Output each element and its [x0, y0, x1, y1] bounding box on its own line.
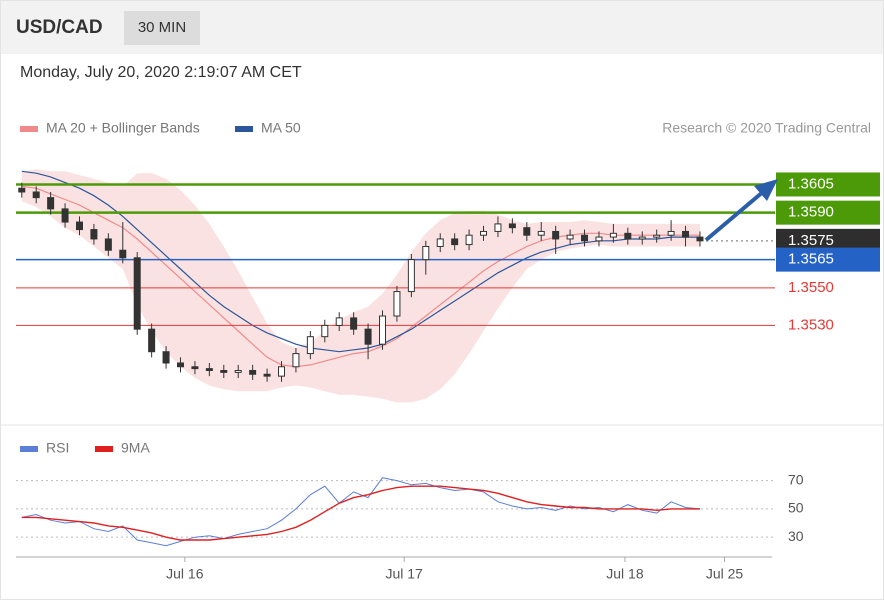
candle-body	[508, 223, 516, 229]
candle-body	[18, 187, 26, 193]
candle-body	[566, 234, 574, 240]
candle-body	[191, 366, 199, 370]
candle-body	[176, 362, 184, 368]
level-box	[776, 172, 880, 197]
candle-body	[552, 230, 560, 240]
candle-body	[364, 328, 372, 345]
candle-body	[278, 366, 286, 377]
candle-body	[220, 370, 228, 373]
timestamp: Monday, July 20, 2020 2:19:07 AM CET	[20, 64, 302, 81]
candle-body	[537, 230, 545, 236]
y-tick-label: 30	[788, 528, 804, 544]
series-line	[21, 485, 700, 541]
candle-body	[595, 236, 603, 242]
candle-body	[205, 368, 213, 372]
arrow-head	[754, 179, 778, 201]
candle-body	[321, 324, 329, 338]
candle-body	[119, 249, 127, 259]
candle-body	[696, 236, 704, 242]
legend-swatch	[95, 446, 113, 452]
candle-body	[234, 370, 242, 373]
x-tick-label: Jul 17	[385, 566, 423, 582]
candle-body	[148, 328, 156, 353]
candle-body	[162, 351, 170, 364]
legend-label: RSI	[46, 440, 69, 456]
level-box	[776, 247, 880, 272]
x-tick-label: Jul 25	[706, 566, 744, 582]
candle-body	[75, 221, 83, 231]
candle-body	[624, 232, 632, 240]
level-label: 1.3575	[788, 232, 834, 249]
interval-button[interactable]	[124, 11, 200, 45]
interval[interactable]: 30 MIN	[138, 19, 186, 36]
ma-line	[21, 185, 700, 368]
candle-body	[523, 227, 531, 236]
level-label: 1.3550	[788, 279, 834, 296]
candle-body	[682, 230, 690, 238]
candle-body	[133, 257, 141, 330]
arrow-shaft	[704, 189, 766, 242]
ma-line	[21, 170, 700, 353]
legend-swatch	[20, 446, 38, 452]
candle-body	[422, 245, 430, 261]
candle-body	[581, 234, 589, 242]
candle-body	[249, 370, 257, 375]
legend-swatch	[20, 126, 38, 132]
level-label: 1.3530	[788, 316, 834, 333]
candle-body	[306, 336, 314, 355]
candle-body	[653, 234, 661, 238]
candle-body	[32, 191, 40, 199]
y-tick-label: 50	[788, 500, 804, 516]
candle-body	[407, 259, 415, 293]
candle-body	[104, 238, 112, 251]
level-label: 1.3605	[788, 175, 834, 192]
candle-body	[47, 197, 55, 210]
y-tick-label: 70	[788, 471, 804, 487]
legend-swatch	[235, 126, 253, 132]
candle-body	[494, 223, 502, 232]
level-label: 1.3590	[788, 204, 834, 221]
candle-body	[465, 234, 473, 246]
forecast-arrow	[704, 179, 778, 242]
candle-body	[379, 315, 387, 345]
credit: Research © 2020 Trading Central	[662, 120, 871, 136]
x-tick-label: Jul 16	[166, 566, 204, 582]
series-line	[21, 477, 701, 547]
candle-body	[667, 230, 675, 236]
candle-body	[350, 317, 358, 330]
x-tick-label: Jul 18	[606, 566, 644, 582]
candle-body	[638, 236, 646, 240]
candle-body	[480, 230, 488, 236]
candle-body	[292, 353, 300, 368]
bollinger-band	[21, 169, 701, 403]
candle-body	[393, 291, 401, 317]
candle-body	[335, 317, 343, 326]
candle-body	[263, 373, 271, 377]
symbol: USD/CAD	[16, 17, 103, 38]
candle-body	[436, 238, 444, 247]
candle-body	[61, 208, 69, 223]
legend-label: MA 50	[261, 120, 301, 136]
candle-body	[609, 232, 617, 238]
level-box	[776, 200, 880, 225]
legend-label: 9MA	[121, 440, 150, 456]
candle-body	[451, 238, 459, 246]
level-label: 1.3565	[788, 251, 834, 268]
candle-body	[90, 229, 98, 240]
legend-label: MA 20 + Bollinger Bands	[46, 120, 200, 136]
